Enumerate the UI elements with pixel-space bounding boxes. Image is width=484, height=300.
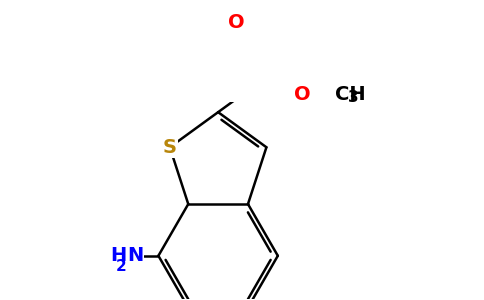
Text: S: S (163, 138, 177, 157)
Text: O: O (228, 13, 245, 32)
Text: N: N (127, 246, 143, 265)
Text: 2: 2 (116, 259, 127, 274)
Text: H: H (110, 246, 127, 265)
Text: 3: 3 (348, 90, 358, 105)
Text: CH: CH (335, 85, 366, 104)
Text: O: O (294, 85, 311, 104)
